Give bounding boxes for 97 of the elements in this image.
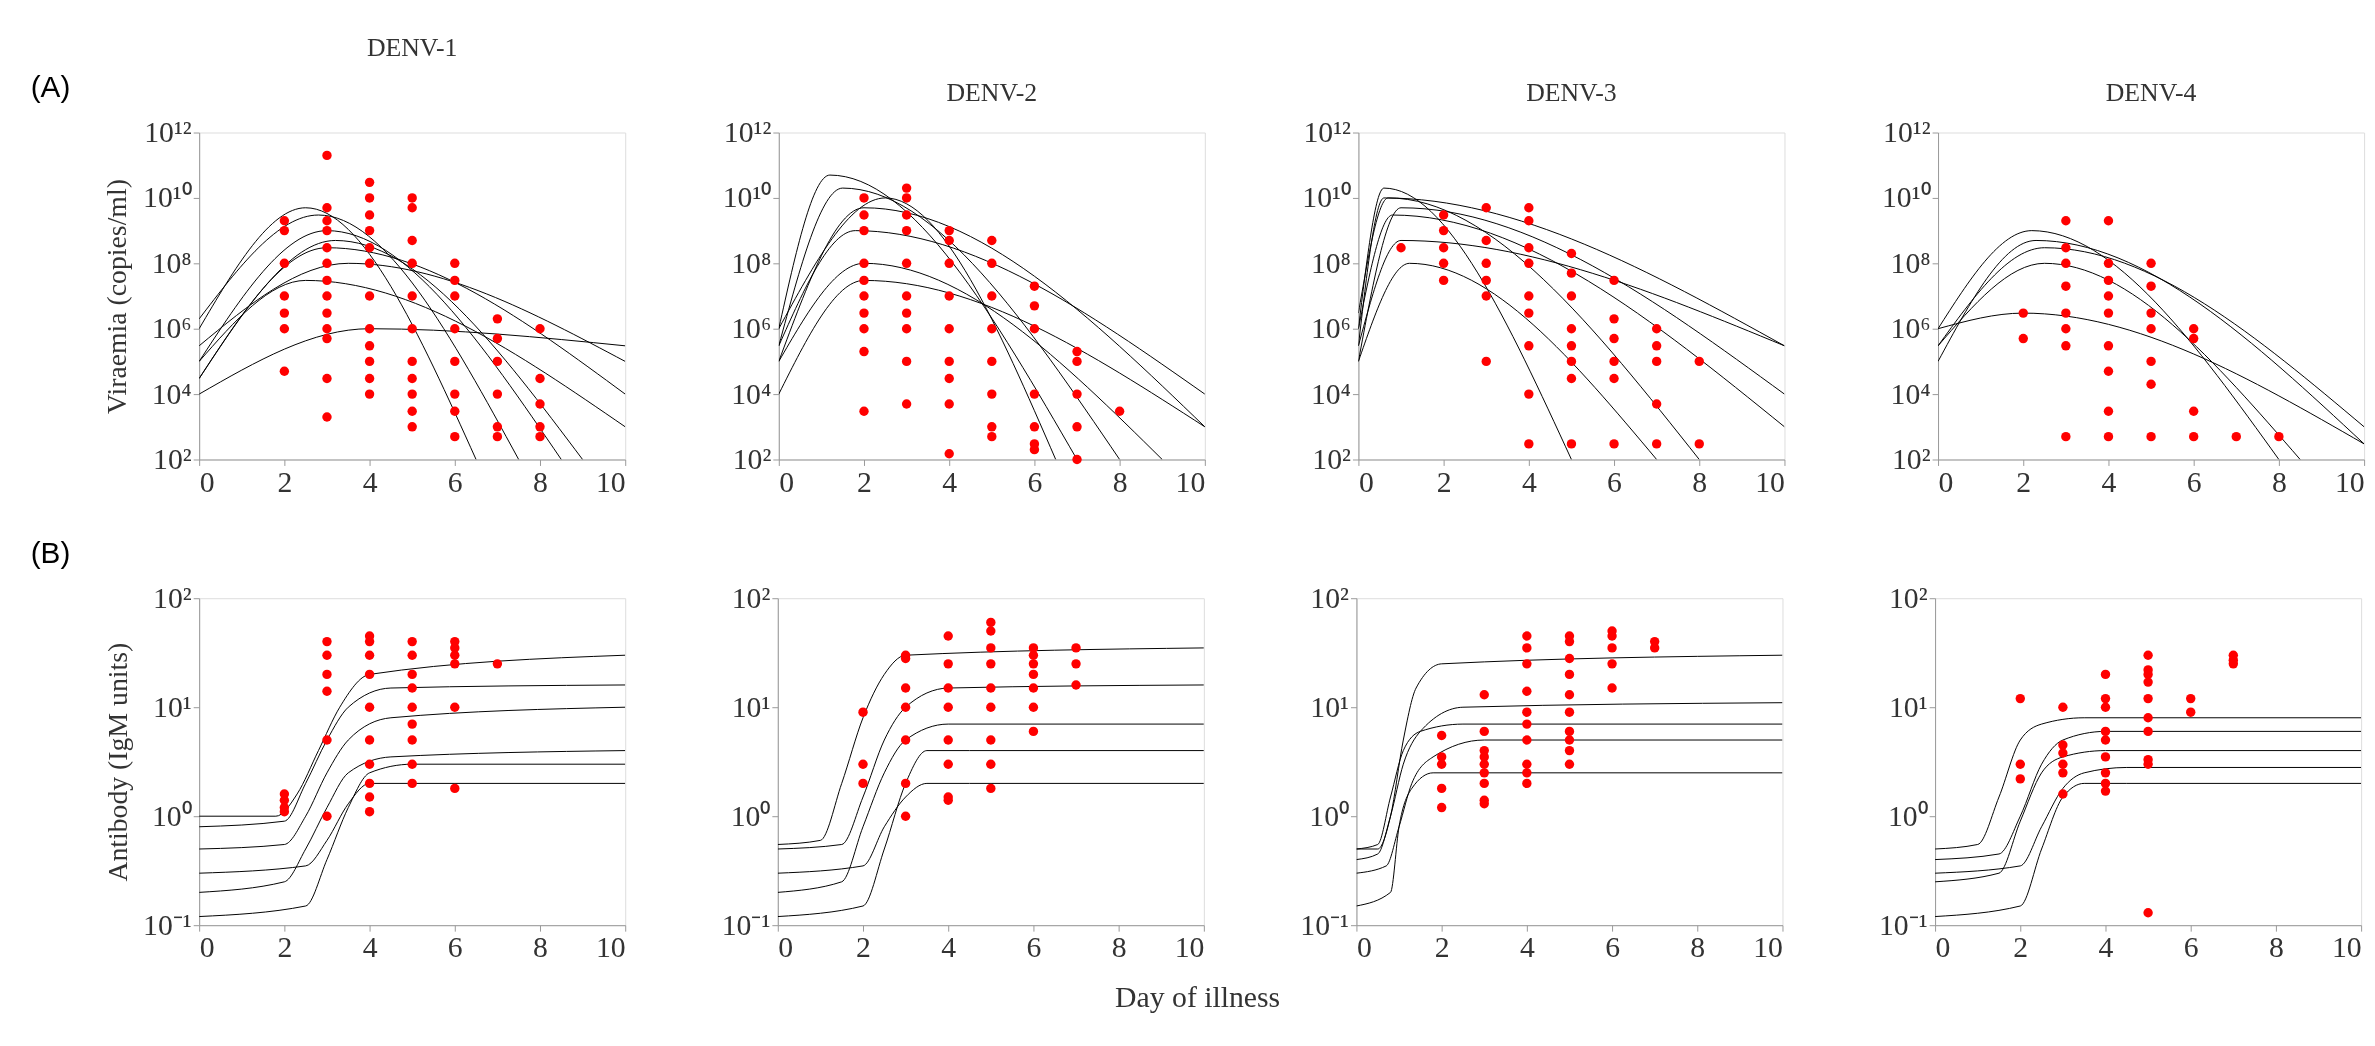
x-tick-label: 4	[1519, 931, 1535, 964]
y-tick-label: 10⁻¹	[1879, 908, 1928, 941]
y-tick-label: 10⁻¹	[143, 908, 192, 941]
y-tick-label: 10²	[1891, 442, 1931, 475]
x-tick-label: 10	[1755, 465, 1785, 498]
y-tick-label: 10⁶	[1890, 312, 1931, 345]
x-tick-label: 0	[1356, 931, 1372, 964]
x-tick-label: 8	[2268, 931, 2284, 964]
x-tick-label: 10	[1175, 465, 1206, 498]
x-tick-label: 4	[362, 931, 378, 964]
y-axis-title: Antibody (IgM units)	[102, 642, 134, 882]
x-tick-label: 2	[2016, 465, 2032, 498]
y-tick-label: 10⁶	[731, 312, 772, 345]
y-tick-label: 10¹⁰	[722, 181, 772, 214]
x-tick-label: 8	[1111, 931, 1127, 964]
x-tick-label: 4	[2098, 931, 2114, 964]
y-tick-label: 10²	[153, 442, 192, 475]
y-tick-label: 10⁻¹	[1300, 908, 1349, 941]
y-tick-label: 10⁴	[1890, 377, 1931, 410]
x-tick-label: 0	[1358, 465, 1374, 498]
y-tick-label: 10⁰	[1309, 799, 1349, 832]
x-tick-label: 8	[2271, 465, 2287, 498]
x-tick-label: 0	[778, 931, 794, 964]
chart-title: DENV-4	[2105, 77, 2197, 107]
y-tick-label: 10⁻¹	[721, 908, 771, 941]
y-tick-label: 10¹²	[1303, 115, 1352, 148]
x-tick-label: 2	[856, 931, 871, 964]
y-tick-label: 10¹²	[1883, 115, 1931, 148]
x-tick-label: 6	[1605, 931, 1620, 964]
y-tick-label: 10⁶	[151, 312, 192, 345]
y-tick-label: 10²	[1312, 442, 1352, 475]
x-tick-label: 6	[1026, 931, 1042, 964]
y-tick-label: 10²	[1310, 581, 1350, 614]
x-tick-label: 6	[447, 465, 463, 498]
y-tick-label: 10⁴	[1310, 377, 1351, 410]
y-tick-label: 10¹²	[723, 115, 772, 148]
x-tick-label: 4	[941, 931, 957, 964]
x-tick-label: 0	[199, 465, 215, 498]
x-tick-label: 10	[2334, 465, 2365, 498]
x-tick-label: 0	[1935, 931, 1951, 964]
x-tick-label: 6	[447, 931, 463, 964]
x-tick-label: 2	[277, 931, 293, 964]
x-tick-label: 0	[1938, 465, 1954, 498]
x-tick-label: 2	[1436, 465, 1452, 498]
y-tick-label: 10¹	[1889, 690, 1928, 723]
y-tick-label: 10⁸	[151, 246, 192, 279]
y-tick-label: 10⁴	[151, 377, 192, 410]
y-tick-label: 10⁰	[1887, 799, 1928, 832]
y-tick-label: 10⁴	[731, 377, 772, 410]
y-tick-label: 10²	[153, 581, 192, 614]
x-tick-label: 8	[533, 931, 548, 964]
x-tick-label: 2	[1434, 931, 1450, 964]
x-tick-label: 0	[199, 931, 215, 964]
y-tick-label: 10¹	[1310, 690, 1349, 723]
x-tick-label: 6	[2186, 465, 2202, 498]
y-tick-label: 10¹	[731, 690, 771, 723]
chart-title: DENV-1	[366, 33, 458, 63]
x-tick-label: 10	[595, 465, 626, 498]
y-tick-label: 10²	[732, 442, 772, 475]
x-tick-label: 10	[1174, 931, 1205, 964]
x-tick-label: 2	[277, 465, 293, 498]
chart-title: DENV-3	[1526, 77, 1617, 107]
x-tick-label: 10	[1753, 931, 1783, 964]
y-tick-label: 10⁰	[730, 799, 771, 832]
x-tick-label: 2	[2013, 931, 2029, 964]
chart-title: DENV-2	[946, 77, 1038, 107]
x-tick-label: 10	[2331, 931, 2362, 964]
text: (B)	[30, 535, 71, 569]
x-tick-label: 8	[1112, 465, 1128, 498]
y-tick-label: 10¹⁰	[143, 181, 192, 214]
x-tick-label: 10	[595, 931, 626, 964]
x-tick-label: 4	[2101, 465, 2117, 498]
y-axis-title: Viraemia (copies/ml)	[101, 179, 133, 414]
y-tick-label: 10⁸	[1310, 246, 1351, 279]
y-tick-label: 10⁸	[731, 246, 772, 279]
y-tick-label: 10¹²	[144, 115, 192, 148]
x-tick-label: 4	[362, 465, 378, 498]
x-tick-label: 6	[2183, 931, 2199, 964]
x-tick-label: 6	[1607, 465, 1622, 498]
x-tick-label: 4	[1521, 465, 1537, 498]
y-tick-label: 10⁶	[1310, 312, 1351, 345]
x-axis-title: Day of illness	[1115, 980, 1281, 1013]
text: (A)	[30, 69, 71, 103]
x-tick-label: 4	[942, 465, 958, 498]
x-tick-label: 0	[779, 465, 795, 498]
y-tick-label: 10²	[1889, 581, 1928, 614]
x-tick-label: 8	[1692, 465, 1708, 498]
x-tick-label: 8	[1690, 931, 1706, 964]
x-tick-label: 6	[1027, 465, 1043, 498]
y-tick-label: 10⁸	[1890, 246, 1931, 279]
y-tick-label: 10¹	[153, 690, 192, 723]
y-tick-label: 10⁰	[152, 799, 192, 832]
y-tick-label: 10²	[731, 581, 771, 614]
x-tick-label: 8	[533, 465, 548, 498]
x-tick-label: 2	[857, 465, 872, 498]
y-tick-label: 10¹⁰	[1302, 181, 1351, 214]
y-tick-label: 10¹⁰	[1881, 181, 1931, 214]
